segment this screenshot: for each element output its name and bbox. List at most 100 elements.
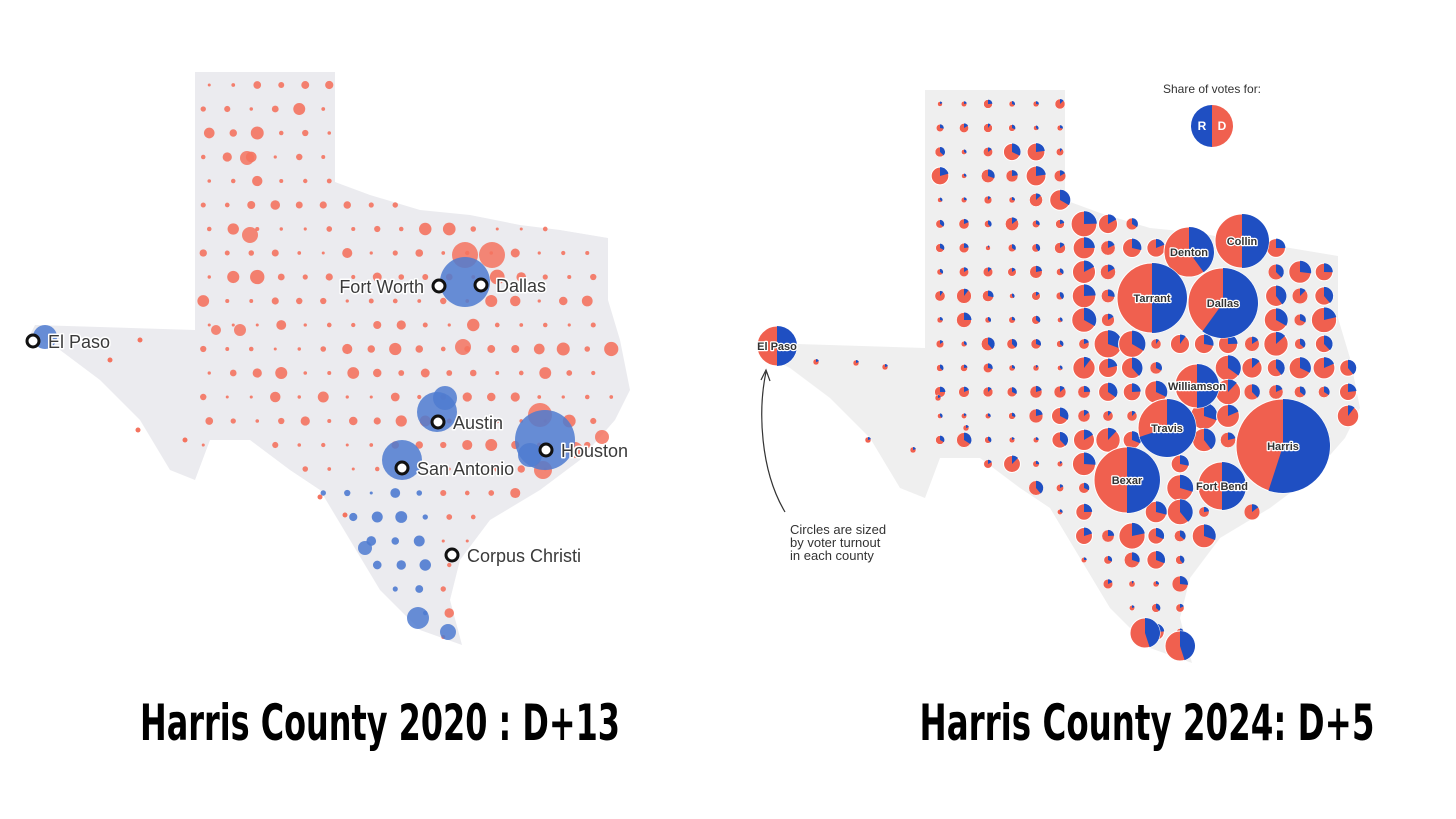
county-circle xyxy=(207,179,212,183)
county-circle xyxy=(249,299,254,303)
county-pie xyxy=(1071,451,1097,477)
county-pie xyxy=(1314,334,1334,354)
pie-r xyxy=(1036,125,1039,130)
county-pie xyxy=(958,386,970,398)
county-circle xyxy=(255,323,259,327)
county-pie xyxy=(960,340,968,348)
county-pie xyxy=(1125,217,1139,231)
county-pie xyxy=(1214,213,1270,269)
county-circle xyxy=(371,511,383,523)
county-pie xyxy=(1101,289,1115,303)
county-circle xyxy=(395,415,407,427)
pie-r xyxy=(1084,307,1097,327)
county-pie xyxy=(1191,523,1217,549)
county-pie xyxy=(756,325,798,367)
county-circle xyxy=(374,225,381,233)
county-pie xyxy=(981,337,995,351)
county-circle xyxy=(398,274,405,280)
pie-r xyxy=(1228,379,1237,392)
county-circle xyxy=(319,201,327,209)
county-circle xyxy=(441,251,446,255)
county-circle xyxy=(321,107,326,111)
county-circle xyxy=(584,394,590,400)
county-circle xyxy=(590,417,597,425)
county-circle xyxy=(351,226,356,232)
county-circle xyxy=(470,226,477,232)
county-circle xyxy=(347,367,360,379)
pie-r xyxy=(1060,509,1063,513)
county-pie xyxy=(936,316,944,324)
pie-r xyxy=(988,290,994,298)
pie-r xyxy=(964,243,969,248)
pie-r xyxy=(940,364,944,371)
county-circle xyxy=(368,202,374,208)
county-circle xyxy=(248,346,254,352)
county-circle xyxy=(200,154,206,160)
legend-r xyxy=(1191,105,1212,147)
pie-r xyxy=(940,147,945,156)
county-pie xyxy=(1007,267,1017,277)
county-circle xyxy=(519,323,524,327)
county-circle xyxy=(200,202,206,208)
pie-r xyxy=(1012,316,1016,321)
county-pie xyxy=(1266,238,1286,258)
pie-r xyxy=(1036,166,1046,176)
county-circle xyxy=(249,107,253,111)
county-circle xyxy=(422,514,428,520)
county-pie xyxy=(1032,100,1040,108)
pie-r xyxy=(1156,501,1167,515)
county-circle xyxy=(559,296,568,306)
county-circle xyxy=(542,322,548,328)
county-pie xyxy=(1151,603,1161,613)
pie-r xyxy=(1060,365,1063,370)
county-pie xyxy=(881,363,889,371)
pie-r xyxy=(1132,605,1135,608)
county-circle xyxy=(342,512,348,518)
county-circle xyxy=(320,297,327,305)
pie-r xyxy=(1180,555,1185,564)
county-circle xyxy=(224,105,231,113)
county-label: Denton xyxy=(1170,247,1208,259)
county-circle xyxy=(390,392,400,402)
county-circle xyxy=(422,322,428,328)
county-pie xyxy=(1080,556,1088,564)
pie-r xyxy=(1060,268,1064,275)
county-circle xyxy=(470,514,476,520)
county-circle xyxy=(392,202,398,208)
county-circle xyxy=(398,370,405,376)
county-circle xyxy=(295,201,303,209)
county-pie xyxy=(1214,354,1242,382)
county-circle xyxy=(369,395,373,399)
county-circle xyxy=(303,178,308,184)
pie-r xyxy=(1108,529,1115,536)
pie-r xyxy=(940,243,945,251)
county-circle xyxy=(230,178,236,184)
county-pie xyxy=(1055,219,1065,229)
county-pie xyxy=(1008,364,1016,372)
pie-r xyxy=(1060,219,1065,224)
county-circle xyxy=(444,608,455,618)
pie-r xyxy=(1060,340,1064,347)
county-circle xyxy=(517,465,525,473)
pie-r xyxy=(1012,293,1015,298)
county-pie xyxy=(1339,359,1357,377)
county-circle xyxy=(326,178,332,184)
county-circle xyxy=(302,466,309,472)
pie-r xyxy=(938,395,941,398)
county-circle xyxy=(296,153,303,161)
county-circle xyxy=(533,343,545,355)
pie-r xyxy=(816,359,819,362)
county-pie xyxy=(1032,220,1040,228)
pie-r xyxy=(885,364,888,367)
county-circle xyxy=(485,439,498,451)
county-pie xyxy=(1030,338,1042,350)
county-circle xyxy=(467,318,480,332)
county-pie xyxy=(961,413,967,419)
county-circle xyxy=(446,514,453,520)
pie-r xyxy=(1012,244,1016,251)
pie-r xyxy=(1108,382,1118,398)
county-circle xyxy=(343,201,351,209)
county-pie xyxy=(1029,385,1043,399)
county-circle xyxy=(255,419,260,423)
county-circle xyxy=(375,466,380,472)
